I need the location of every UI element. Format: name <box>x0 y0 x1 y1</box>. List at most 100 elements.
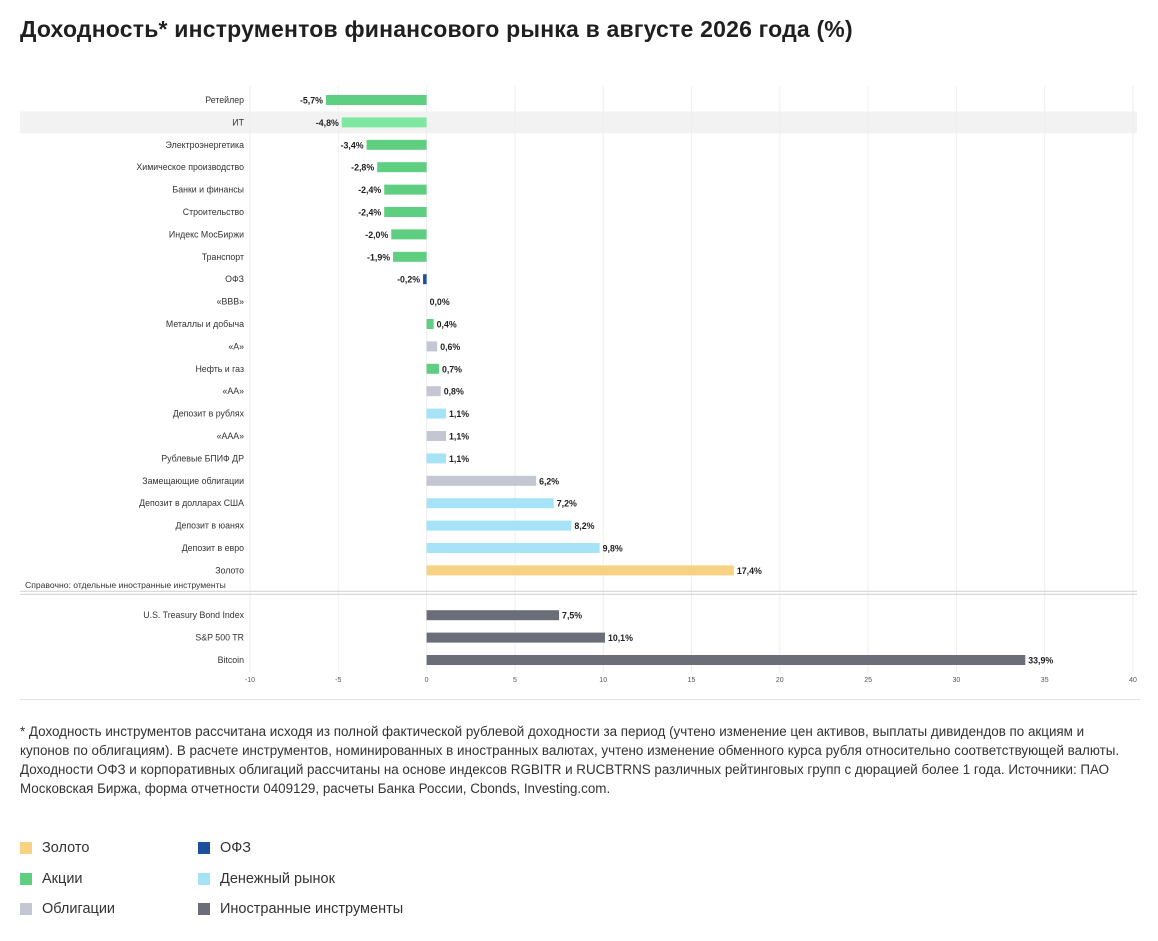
legend-swatch <box>20 842 32 854</box>
bar <box>426 565 734 576</box>
bar <box>426 498 554 509</box>
bar <box>426 386 441 397</box>
legend-swatch <box>20 903 32 915</box>
bar <box>426 632 605 643</box>
data-label: 7,2% <box>557 499 577 509</box>
category-label: Электроэнергетика <box>166 140 245 150</box>
data-label: -2,8% <box>351 163 374 173</box>
tick-label: -5 <box>335 677 341 684</box>
bar <box>426 408 447 419</box>
category-label: Транспорт <box>202 252 244 262</box>
bar <box>377 162 427 173</box>
category-label: Bitcoin <box>218 655 245 665</box>
bar <box>426 363 439 374</box>
category-label: ОФЗ <box>225 274 244 284</box>
data-label: -1,9% <box>367 252 390 262</box>
bar <box>426 431 447 441</box>
legend-label: Денежный рынок <box>220 871 335 887</box>
legend-item: Денежный рынок <box>198 871 335 887</box>
category-label: Индекс МосБиржи <box>169 229 244 239</box>
category-label: Ретейлер <box>205 95 244 105</box>
data-label: -0,2% <box>397 275 420 285</box>
chart-title: Доходность* инструментов финансового рын… <box>20 16 853 42</box>
bar <box>426 655 1026 665</box>
category-label: «AA» <box>222 386 244 396</box>
footnote: * Доходность инструментов рассчитана исх… <box>20 724 1120 796</box>
bar <box>384 184 427 195</box>
category-label: U.S. Treasury Bond Index <box>143 610 244 620</box>
data-label: 1,1% <box>449 454 469 464</box>
legend-label: Иностранные инструменты <box>220 901 404 917</box>
bar <box>423 274 427 285</box>
data-label: 7,5% <box>562 611 582 621</box>
data-label: 10,1% <box>608 633 633 643</box>
data-label: 0,6% <box>440 342 460 352</box>
data-label: 0,8% <box>444 387 464 397</box>
legend-swatch <box>198 903 210 915</box>
tick-label: 30 <box>953 677 961 684</box>
bar <box>426 453 447 464</box>
category-label: Депозит в евро <box>182 543 244 553</box>
tick-label: -10 <box>245 677 255 684</box>
tick-label: 10 <box>599 677 607 684</box>
tick-label: 15 <box>688 677 696 684</box>
data-label: 0,0% <box>430 297 450 307</box>
data-label: 6,2% <box>539 476 559 486</box>
data-label: 9,8% <box>603 544 623 554</box>
bar <box>426 610 560 621</box>
tick-label: 25 <box>864 677 872 684</box>
category-label: Депозит в юанях <box>176 521 245 531</box>
data-label: -2,4% <box>358 185 381 195</box>
category-label: S&P 500 TR <box>195 633 244 643</box>
data-label: 1,1% <box>449 409 469 419</box>
bar <box>384 207 427 217</box>
highlight-band <box>20 111 1137 134</box>
legend-item: ОФЗ <box>198 840 251 856</box>
bar <box>426 341 438 352</box>
data-label: 0,7% <box>442 364 462 374</box>
tick-label: 20 <box>776 677 784 684</box>
bar <box>426 319 434 329</box>
bar <box>391 229 427 240</box>
category-label: ИТ <box>232 117 244 127</box>
legend-item: Акции <box>20 871 83 887</box>
tick-label: 40 <box>1129 677 1137 684</box>
legend-label: ОФЗ <box>220 840 252 856</box>
legend-swatch <box>198 873 210 885</box>
bar <box>341 117 427 128</box>
tick-label: 0 <box>425 677 429 684</box>
bar-chart: Справочно: отдельные иностранные инструм… <box>20 86 1137 684</box>
divider <box>20 699 1140 700</box>
bar <box>325 95 427 105</box>
category-label: Замещающие облигации <box>142 476 244 486</box>
category-label: Рублевые БПИФ ДР <box>161 453 244 463</box>
data-label: 17,4% <box>737 566 762 576</box>
category-label: «AAA» <box>217 431 244 441</box>
bar <box>426 520 572 531</box>
category-label: «BBB» <box>217 297 244 307</box>
bar <box>426 543 600 553</box>
category-label: Банки и финансы <box>172 185 244 195</box>
legend-item: Облигации <box>20 901 115 917</box>
data-label: 0,4% <box>437 320 457 330</box>
bar <box>393 251 427 262</box>
category-label: Металлы и добыча <box>166 319 244 329</box>
legend-item: Иностранные инструменты <box>198 901 403 917</box>
data-label: 1,1% <box>449 432 469 442</box>
data-label: -4,8% <box>316 118 339 128</box>
data-label: -5,7% <box>300 96 323 106</box>
section-label: Справочно: отдельные иностранные инструм… <box>25 580 226 590</box>
category-label: Нефть и газ <box>195 364 244 374</box>
bar <box>366 139 427 150</box>
legend-label: Акции <box>42 871 83 887</box>
legend-label: Облигации <box>42 901 116 917</box>
data-label: -2,4% <box>358 208 381 218</box>
legend-swatch <box>198 842 210 854</box>
legend-label: Золото <box>42 840 90 856</box>
bar <box>426 475 537 486</box>
tick-label: 5 <box>513 677 517 684</box>
category-label: Строительство <box>183 207 244 217</box>
data-label: 33,9% <box>1028 656 1053 666</box>
category-label: Химическое производство <box>136 162 244 172</box>
data-label: -3,4% <box>341 140 364 150</box>
